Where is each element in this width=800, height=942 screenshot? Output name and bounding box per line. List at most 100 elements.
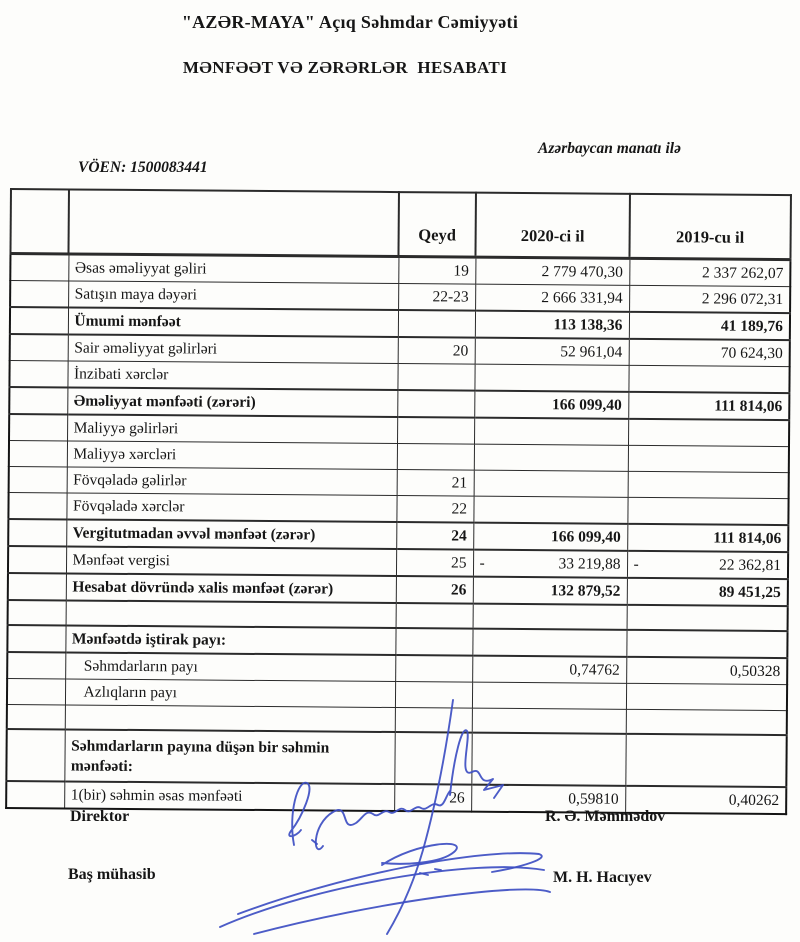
- amount-value: 0,59810: [568, 789, 619, 808]
- col-header-empty-label: [68, 189, 399, 257]
- row-index-cell: [7, 651, 66, 679]
- value-2019-cell: 2 337 262,07: [629, 258, 791, 287]
- row-label: Mənfəətdə iştirak payı:: [65, 625, 396, 656]
- row-label: 1(bir) səhmin əsas mənfəəti: [64, 781, 395, 812]
- col-header-2020: 2020-ci il: [475, 192, 630, 259]
- row-index-cell: [9, 387, 68, 415]
- table-header-row: Qeyd 2020-ci il 2019-cu il: [10, 189, 791, 260]
- accountant-name: M. H. Hacıyev: [553, 869, 652, 886]
- currency-note: Azərbaycan manatı ilə: [538, 140, 681, 157]
- value-2020-cell: 132 879,52: [472, 576, 627, 605]
- value-2020-cell: - 33 219,88: [472, 549, 628, 578]
- amount-value: 111 814,06: [714, 397, 783, 415]
- value-2020-cell: [472, 603, 627, 630]
- value-2019-cell: 0,50328: [626, 656, 788, 685]
- report-title: MƏNFƏƏT VƏ ZƏRƏRLƏR HESABATI: [182, 58, 508, 77]
- value-2020-cell: [472, 628, 627, 657]
- row-index-cell: [10, 253, 69, 281]
- amount-value: 70 624,30: [720, 344, 783, 362]
- value-2019-cell: [626, 629, 788, 659]
- value-2020-cell: 166 099,40: [473, 522, 628, 551]
- col-header-empty-index: [10, 189, 69, 254]
- director-name: R. Ə. Məmmədov: [545, 808, 666, 825]
- row-index-cell: [6, 780, 65, 809]
- value-2019-cell: [627, 418, 790, 447]
- row-index-cell: [9, 360, 68, 388]
- minus-sign: -: [479, 554, 485, 572]
- row-label: Satışın maya dəyəri: [68, 280, 399, 311]
- row-index-cell: [7, 545, 67, 574]
- amount-value: 2 666 331,94: [541, 288, 623, 307]
- amount-value: 2 296 072,31: [701, 289, 784, 308]
- amount-value: 89 451,25: [718, 583, 781, 601]
- value-2019-cell: 41 189,76: [628, 311, 791, 341]
- row-note-cell: 22-23: [398, 283, 476, 311]
- row-note-cell: 25: [395, 549, 474, 577]
- amount-value: 166 099,40: [552, 395, 622, 414]
- value-2019-cell: 111 814,06: [627, 523, 789, 553]
- row-index-cell: [6, 704, 65, 730]
- row-label: [64, 704, 395, 733]
- row-label: Maliyyə gəlirləri: [67, 414, 398, 444]
- value-2019-cell: [627, 497, 789, 526]
- row-note-cell: 24: [396, 522, 474, 550]
- value-2019-cell: [625, 709, 787, 736]
- row-note-cell: [394, 732, 472, 785]
- value-2019-cell: [625, 683, 788, 711]
- row-index-cell: [7, 599, 66, 626]
- row-index-cell: [9, 307, 69, 335]
- row-index-cell: [9, 414, 68, 441]
- value-2020-cell: 113 138,36: [474, 310, 630, 339]
- row-label: Səhmdarların payına düşən bir səhmin mən…: [64, 729, 395, 785]
- row-label: Maliyyə xərcləri: [66, 440, 398, 470]
- row-label: Əsas əməliyyat gəliri: [68, 253, 399, 284]
- director-label: Direktor: [70, 808, 130, 825]
- row-note-cell: [397, 310, 476, 338]
- minus-sign: -: [633, 555, 639, 573]
- value-2019-cell: [628, 365, 790, 394]
- value-2020-cell: 52 961,04: [474, 337, 629, 366]
- row-note-cell: 26: [395, 576, 473, 604]
- value-2019-cell: [626, 604, 788, 632]
- amount-value: 41 189,76: [720, 317, 784, 335]
- row-note-cell: 20: [397, 337, 475, 365]
- amount-value: 113 138,36: [553, 315, 623, 334]
- row-index-cell: [7, 624, 66, 653]
- row-index-cell: [7, 572, 66, 601]
- value-2019-cell: 111 814,06: [628, 391, 790, 421]
- value-2019-cell: [627, 445, 789, 473]
- row-label: Əməliyyat mənfəəti (zərəri): [67, 387, 398, 418]
- row-index-cell: [9, 334, 68, 361]
- row-note-cell: [395, 655, 473, 683]
- value-2019-cell: [625, 733, 787, 788]
- accountant-label: Baş mühasib: [68, 866, 156, 883]
- value-2019-cell: 70 624,30: [628, 338, 790, 367]
- row-label: Fövqəladə gəlirlər: [66, 466, 397, 496]
- value-2019-cell: - 22 362,81: [626, 550, 789, 580]
- amount-value: 0,74762: [569, 660, 620, 679]
- row-note-cell: [396, 443, 475, 471]
- value-2020-cell: [474, 417, 629, 446]
- row-label: Mənfəət vergisi: [65, 546, 397, 577]
- row-label: [65, 600, 396, 629]
- row-note-cell: 19: [398, 256, 476, 285]
- value-2020-cell: 2 779 470,30: [475, 257, 630, 286]
- amount-value: 2 337 262,07: [701, 263, 784, 282]
- row-label: Səhmdarların payı: [65, 652, 396, 682]
- row-label: Fövqəladə xərclər: [66, 492, 397, 523]
- row-note-cell: [395, 603, 473, 629]
- value-2020-cell: [471, 732, 626, 786]
- value-2020-cell: [473, 496, 628, 524]
- amount-value: 2 779 470,30: [541, 262, 623, 281]
- value-2019-cell: 2 296 072,31: [629, 285, 791, 314]
- value-2020-cell: 0,74762: [472, 655, 627, 684]
- col-header-2019: 2019-cu il: [629, 193, 791, 260]
- row-note-cell: [394, 707, 472, 733]
- amount-value: 166 099,40: [550, 527, 621, 546]
- row-label: Sair əməliyyat gəlirləri: [67, 334, 398, 364]
- amount-value: 132 879,52: [550, 581, 621, 600]
- row-index-cell: [10, 280, 69, 308]
- row-index-cell: [8, 518, 67, 547]
- row-note-cell: 26: [394, 784, 472, 812]
